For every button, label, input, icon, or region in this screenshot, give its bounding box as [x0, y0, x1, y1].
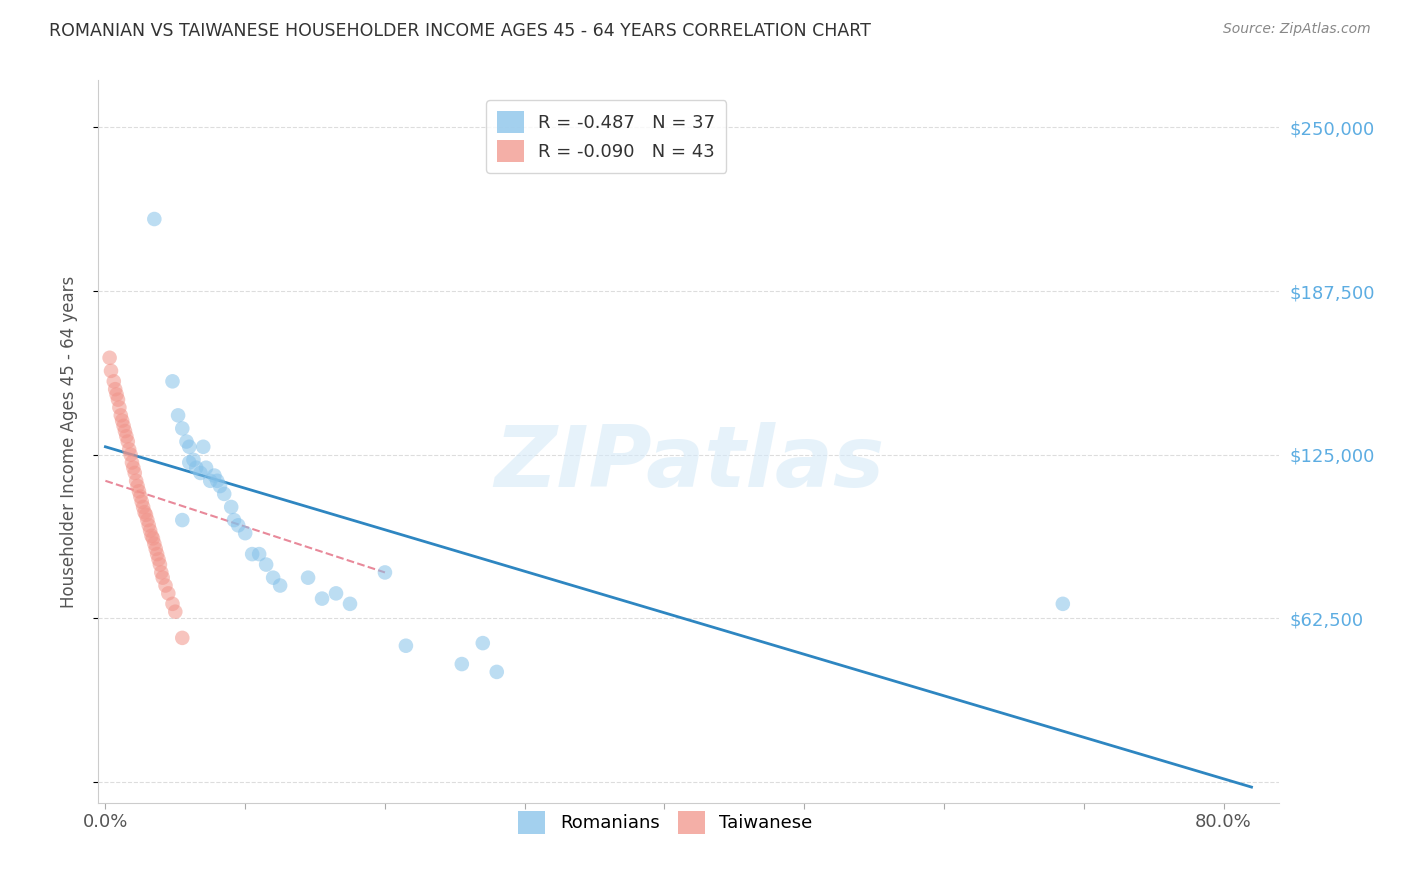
Point: [162, 375, 184, 389]
Point: [172, 513, 194, 527]
Point: [98, 351, 121, 365]
Legend: Romanians, Taiwanese: Romanians, Taiwanese: [510, 805, 820, 841]
Point: [128, 484, 150, 499]
Point: [247, 547, 270, 561]
Point: [269, 578, 291, 592]
Point: [190, 466, 212, 480]
Point: [450, 657, 472, 671]
Point: [339, 597, 361, 611]
Point: [148, 552, 170, 566]
Point: [222, 513, 245, 527]
Text: ROMANIAN VS TAIWANESE HOUSEHOLDER INCOME AGES 45 - 64 YEARS CORRELATION CHART: ROMANIAN VS TAIWANESE HOUSEHOLDER INCOME…: [49, 22, 872, 40]
Point: [179, 455, 201, 469]
Point: [226, 518, 249, 533]
Point: [135, 508, 157, 522]
Point: [108, 401, 131, 415]
Point: [485, 665, 508, 679]
Point: [193, 440, 215, 454]
Point: [150, 566, 173, 580]
Point: [208, 479, 231, 493]
Point: [145, 541, 167, 556]
Point: [395, 639, 418, 653]
Point: [129, 490, 152, 504]
Point: [111, 414, 134, 428]
Point: [105, 387, 128, 401]
Point: [142, 532, 165, 546]
Point: [204, 468, 226, 483]
Point: [1052, 597, 1074, 611]
Point: [195, 460, 218, 475]
Point: [157, 586, 180, 600]
Point: [374, 566, 396, 580]
Point: [200, 474, 222, 488]
Point: [107, 392, 129, 407]
Point: [172, 631, 194, 645]
Point: [176, 434, 198, 449]
Point: [110, 409, 132, 423]
Point: [122, 460, 145, 475]
Point: [240, 547, 263, 561]
Point: [143, 212, 166, 227]
Point: [143, 536, 166, 550]
Point: [262, 571, 284, 585]
Point: [103, 375, 125, 389]
Point: [115, 429, 138, 443]
Point: [124, 466, 146, 480]
Point: [325, 586, 347, 600]
Point: [179, 440, 201, 454]
Point: [117, 434, 139, 449]
Point: [139, 524, 162, 538]
Point: [104, 382, 127, 396]
Point: [212, 487, 235, 501]
Point: [118, 442, 141, 457]
Point: [149, 558, 172, 572]
Point: [114, 424, 136, 438]
Point: [167, 409, 190, 423]
Point: [162, 597, 184, 611]
Point: [141, 529, 163, 543]
Point: [100, 364, 122, 378]
Point: [183, 453, 205, 467]
Point: [254, 558, 277, 572]
Point: [152, 571, 174, 585]
Point: [186, 460, 208, 475]
Point: [112, 418, 135, 433]
Point: [165, 605, 187, 619]
Point: [297, 571, 319, 585]
Point: [136, 513, 159, 527]
Point: [134, 505, 156, 519]
Point: [471, 636, 494, 650]
Point: [127, 479, 149, 493]
Point: [132, 500, 155, 514]
Point: [120, 448, 142, 462]
Text: ZIPatlas: ZIPatlas: [494, 422, 884, 505]
Point: [121, 455, 143, 469]
Point: [131, 494, 153, 508]
Point: [155, 578, 177, 592]
Text: Source: ZipAtlas.com: Source: ZipAtlas.com: [1223, 22, 1371, 37]
Point: [205, 474, 228, 488]
Point: [311, 591, 333, 606]
Point: [172, 421, 194, 435]
Point: [233, 526, 256, 541]
Y-axis label: Householder Income Ages 45 - 64 years: Householder Income Ages 45 - 64 years: [59, 276, 77, 607]
Point: [138, 518, 160, 533]
Point: [219, 500, 242, 514]
Point: [125, 474, 148, 488]
Point: [146, 547, 169, 561]
